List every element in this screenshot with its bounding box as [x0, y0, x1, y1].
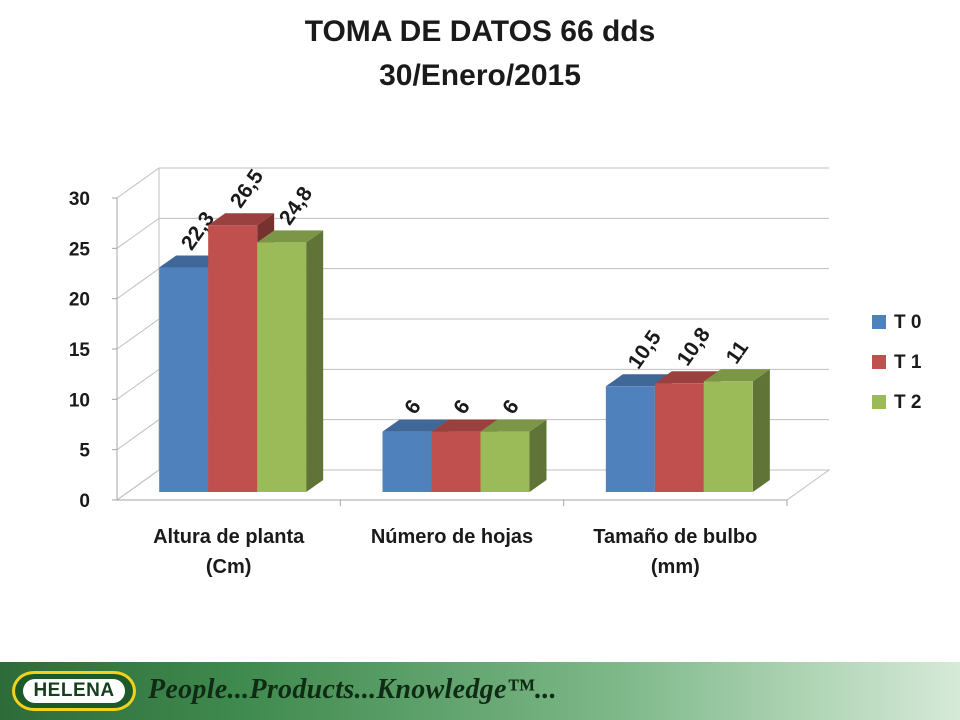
legend-swatch	[872, 395, 886, 409]
helena-logo: HELENA	[12, 671, 136, 711]
y-tick-label: 15	[69, 340, 91, 361]
x-tick-label: Número de hojas	[371, 526, 533, 548]
chart-title-line: TOMA DE DATOS 66 dds	[304, 15, 656, 48]
bar-side	[529, 419, 547, 492]
bar-top	[654, 371, 721, 384]
legend-entry: T 2	[894, 392, 921, 413]
bar-top	[382, 419, 449, 432]
bar-t0	[605, 386, 655, 492]
y-tick-label: 0	[79, 491, 90, 512]
bar-t1	[431, 431, 481, 492]
x-tick-label: Tamaño de bulbo	[593, 526, 757, 548]
bar-top	[257, 230, 324, 243]
y-tick-label: 25	[69, 239, 91, 260]
bar-side	[306, 230, 324, 492]
bar-t0	[159, 267, 209, 492]
logo-text: HELENA	[23, 679, 125, 703]
bar-t2	[480, 431, 530, 492]
chart-title: TOMA DE DATOS 66 dds 30/Enero/2015	[0, 10, 960, 98]
bar-t2	[257, 242, 307, 492]
bar-top	[431, 419, 498, 432]
legend-entry: T 1	[894, 352, 922, 373]
bar-t2	[703, 381, 753, 492]
x-tick-label: (Cm)	[206, 556, 252, 578]
footer-banner: HELENA People...Products...Knowledge™...	[0, 662, 960, 720]
bar-t1	[654, 383, 704, 492]
legend-entry: T 0	[894, 312, 921, 333]
bar-top	[703, 369, 770, 382]
legend-swatch	[872, 315, 886, 329]
x-tick-label: (mm)	[651, 556, 700, 578]
y-tick-label: 30	[69, 189, 90, 210]
bar-top	[480, 419, 547, 432]
bar-side	[752, 369, 770, 492]
y-tick-label: 5	[79, 441, 90, 462]
y-tick-label: 20	[69, 290, 90, 311]
y-tick-label: 10	[69, 390, 90, 411]
x-tick-label: Altura de planta	[153, 526, 305, 548]
bar-t1	[208, 225, 258, 492]
footer-slogan: People...Products...Knowledge™...	[148, 674, 557, 705]
bar-top	[208, 213, 275, 226]
legend-swatch	[872, 355, 886, 369]
chart-subtitle-line: 30/Enero/2015	[379, 59, 581, 92]
bar-t0	[382, 431, 432, 492]
